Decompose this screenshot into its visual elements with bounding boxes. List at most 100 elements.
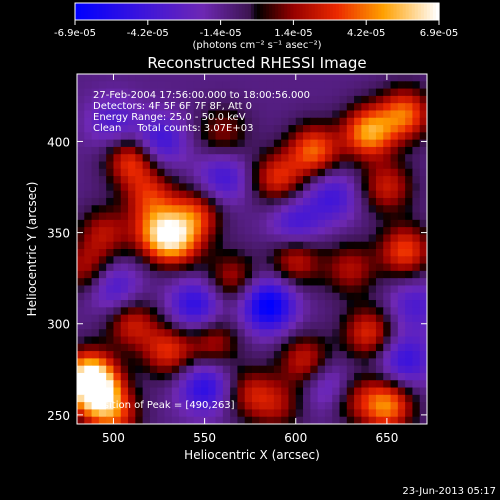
- heatmap-cell: [193, 74, 202, 82]
- heatmap-cell: [324, 256, 333, 265]
- heatmap-cell: [120, 343, 129, 352]
- heatmap-cell: [288, 292, 297, 301]
- heatmap-cell: [405, 205, 413, 214]
- heatmap-cell: [208, 154, 217, 162]
- heatmap-cell: [390, 409, 399, 418]
- heatmap-cell: [295, 117, 304, 126]
- heatmap-cell: [412, 336, 421, 345]
- heatmap-cell: [120, 351, 129, 359]
- heatmap-cell: [91, 358, 100, 367]
- heatmap-cell: [149, 372, 158, 381]
- heatmap-cell: [106, 387, 114, 396]
- heatmap-cell: [259, 139, 268, 148]
- heatmap-cell: [259, 285, 268, 294]
- heatmap-cell: [200, 307, 209, 316]
- heatmap-cell: [237, 234, 246, 243]
- heatmap-cell: [412, 402, 421, 410]
- heatmap-cell: [157, 161, 165, 170]
- heatmap-cell: [222, 88, 231, 97]
- heatmap-cell: [208, 307, 217, 316]
- heatmap-cell: [295, 219, 304, 228]
- colorbar-cell: [81, 3, 85, 20]
- heatmap-cell: [128, 336, 136, 345]
- heatmap-cell: [186, 176, 195, 184]
- heatmap-cell: [266, 146, 275, 155]
- heatmap-cell: [106, 314, 114, 323]
- heatmap-cell: [91, 168, 100, 177]
- heatmap-cell: [303, 256, 311, 265]
- heatmap-cell: [84, 81, 93, 90]
- heatmap-cell: [383, 205, 392, 214]
- heatmap-cell: [383, 139, 392, 148]
- heatmap-cell: [128, 365, 136, 374]
- heatmap-cell: [390, 103, 399, 111]
- heatmap-cell: [179, 168, 187, 177]
- heatmap-cell: [84, 387, 93, 396]
- heatmap-cell: [113, 402, 122, 410]
- heatmap-cell: [186, 161, 195, 170]
- heatmap-cell: [135, 358, 144, 367]
- heatmap-cell: [295, 161, 304, 170]
- heatmap-cell: [142, 314, 151, 323]
- heatmap-cell: [128, 95, 136, 104]
- heatmap-cell: [295, 110, 304, 119]
- heatmap-cell: [128, 234, 136, 243]
- heatmap-cell: [317, 380, 326, 389]
- heatmap-cell: [113, 95, 122, 104]
- heatmap-cell: [113, 307, 122, 316]
- heatmap-cell: [332, 336, 340, 345]
- heatmap-cell: [91, 365, 100, 374]
- heatmap-cell: [230, 190, 238, 199]
- heatmap-cell: [332, 103, 340, 111]
- heatmap-cell: [310, 321, 319, 330]
- heatmap-cell: [397, 132, 406, 141]
- heatmap-cell: [106, 234, 114, 243]
- heatmap-cell: [106, 161, 114, 170]
- colorbar-cell: [278, 3, 282, 20]
- heatmap-cell: [186, 300, 195, 308]
- heatmap-cell: [237, 95, 246, 104]
- heatmap-cell: [266, 95, 275, 104]
- heatmap-cell: [310, 249, 319, 257]
- heatmap-cell: [237, 409, 246, 418]
- heatmap-cell: [281, 380, 289, 389]
- heatmap-cell: [106, 292, 114, 301]
- heatmap-cell: [186, 88, 195, 97]
- heatmap-cell: [339, 372, 348, 381]
- heatmap-cell: [383, 314, 392, 323]
- colorbar-cell: [205, 3, 210, 20]
- heatmap-cell: [208, 263, 217, 272]
- heatmap-cell: [113, 205, 122, 214]
- heatmap-cell: [368, 402, 377, 410]
- heatmap-cell: [171, 380, 180, 389]
- heatmap-cell: [310, 263, 319, 272]
- heatmap-cell: [346, 307, 355, 316]
- heatmap-cell: [222, 219, 231, 228]
- colorbar-cell: [429, 3, 434, 20]
- heatmap-cell: [171, 234, 180, 243]
- heatmap-cell: [405, 321, 413, 330]
- heatmap-cell: [252, 256, 260, 265]
- heatmap-cell: [113, 249, 122, 257]
- heatmap-cell: [303, 212, 311, 221]
- heatmap-cell: [193, 176, 202, 184]
- heatmap-cell: [98, 74, 107, 82]
- heatmap-cell: [120, 234, 129, 243]
- heatmap-cell: [339, 285, 348, 294]
- heatmap-cell: [397, 197, 406, 206]
- colorbar-cell: [153, 3, 158, 20]
- heatmap-cell: [179, 358, 187, 367]
- heatmap-cell: [332, 321, 340, 330]
- heatmap-cell: [186, 249, 195, 257]
- heatmap-cell: [106, 241, 114, 250]
- colorbar-cell: [396, 3, 401, 20]
- heatmap-cell: [98, 154, 107, 162]
- heatmap-cell: [171, 351, 180, 359]
- heatmap-cell: [106, 307, 114, 316]
- heatmap-cell: [244, 74, 253, 82]
- heatmap-cell: [303, 300, 311, 308]
- heatmap-cell: [120, 292, 129, 301]
- heatmap-cell: [164, 176, 173, 184]
- heatmap-cell: [339, 321, 348, 330]
- heatmap-cell: [200, 125, 209, 133]
